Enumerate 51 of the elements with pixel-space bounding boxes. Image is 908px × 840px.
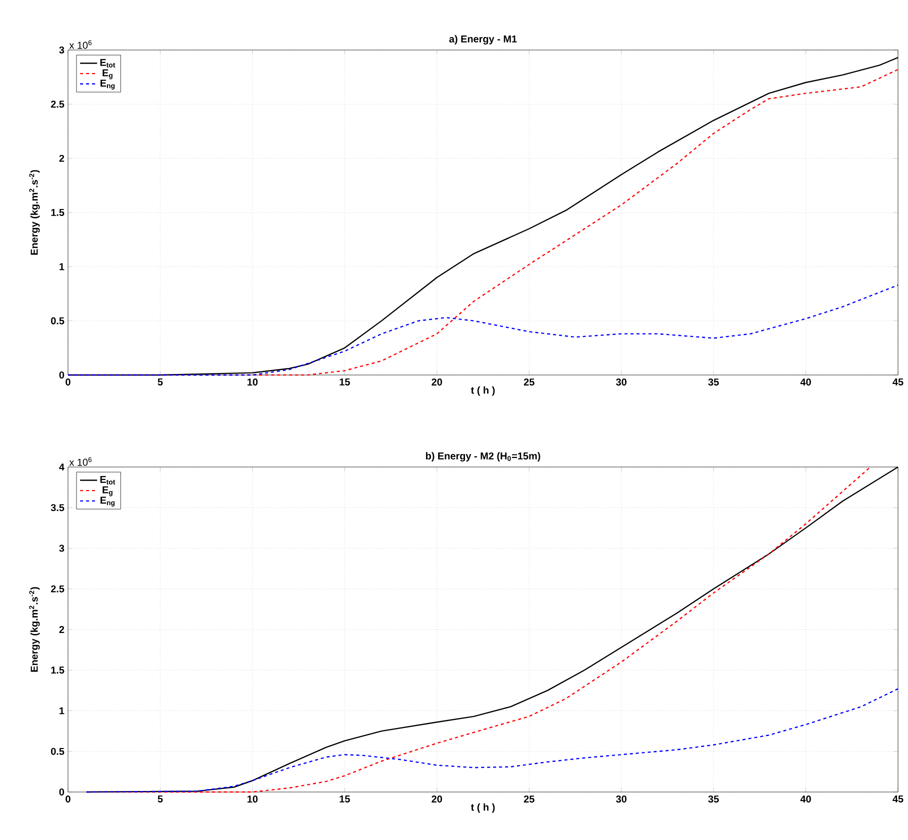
- x-tick-label: 25: [524, 378, 534, 386]
- text: x 10$^{6}$: [69, 457, 92, 466]
- y-axis-title: Energy (kg.m$^{2}$.s$^{-2}$): [29, 587, 40, 672]
- legend-label: E$_{g}$: [102, 69, 112, 80]
- x-tick-label: 30: [616, 378, 626, 386]
- x-tick-label: 15: [340, 378, 350, 386]
- y-tick-label: 3: [59, 544, 64, 552]
- x-tick-label: 35: [708, 378, 719, 386]
- x-axis-title: t ( h ): [470, 386, 495, 396]
- y-tick-label: 2.5: [50, 585, 64, 592]
- legend-label: E$_{ng}$: [100, 496, 115, 507]
- x-tick-label: 10: [248, 796, 258, 803]
- x-tick-label: 5: [158, 378, 163, 386]
- y-tick-label: 2.5: [50, 100, 64, 108]
- x-tick-label: 40: [800, 796, 811, 803]
- text: x 10$^{6}$: [69, 40, 92, 49]
- legend-label: E$_{ng}$: [100, 80, 115, 90]
- line-series: [86, 688, 899, 793]
- y-axis-title: Energy (kg.m$^{2}$.s$^{-2}$): [29, 170, 40, 255]
- y-tick-label: 1.5: [51, 209, 64, 216]
- x-tick-label: 20: [432, 378, 442, 386]
- x-tick-label: 40: [800, 378, 811, 386]
- y-tick-label: 1: [60, 707, 64, 714]
- y-tick-label: 0: [59, 371, 64, 379]
- y-tick-label: 2: [59, 626, 64, 633]
- y-tick-label: 3: [59, 46, 64, 54]
- legend-label: E$_{g}$: [102, 486, 112, 496]
- y-tick-label: 4: [59, 464, 64, 470]
- legend-label: E$_{tot}$: [100, 476, 116, 484]
- x-tick-label: 5: [158, 796, 163, 802]
- x-tick-label: 0: [66, 796, 70, 803]
- x-tick-label: 20: [432, 796, 442, 803]
- y-tick-label: 0: [59, 788, 64, 796]
- legend-label: E$_{tot}$: [100, 59, 116, 68]
- y-tick-label: 3.5: [50, 504, 64, 512]
- y-tick-label: 0.5: [51, 748, 64, 755]
- y-tick-label: 0.5: [51, 317, 64, 324]
- x-axis-title: t ( h ): [470, 803, 495, 813]
- x-tick-label: 30: [616, 796, 626, 803]
- y-tick-label: 1.5: [51, 666, 64, 674]
- y-tick-label: 2: [59, 154, 64, 162]
- x-tick-label: 45: [892, 796, 904, 802]
- x-tick-label: 25: [524, 796, 534, 803]
- chart-title: b) Energy - M2 (H$_{0}$=15m): [426, 452, 540, 462]
- x-tick-label: 10: [248, 378, 258, 386]
- chart-title: a) Energy - M1: [449, 35, 517, 44]
- x-tick-label: 0: [66, 378, 70, 386]
- x-tick-label: 45: [892, 378, 904, 386]
- x-tick-label: 35: [708, 796, 719, 803]
- x-tick-label: 15: [340, 796, 350, 802]
- y-tick-label: 1: [60, 263, 64, 270]
